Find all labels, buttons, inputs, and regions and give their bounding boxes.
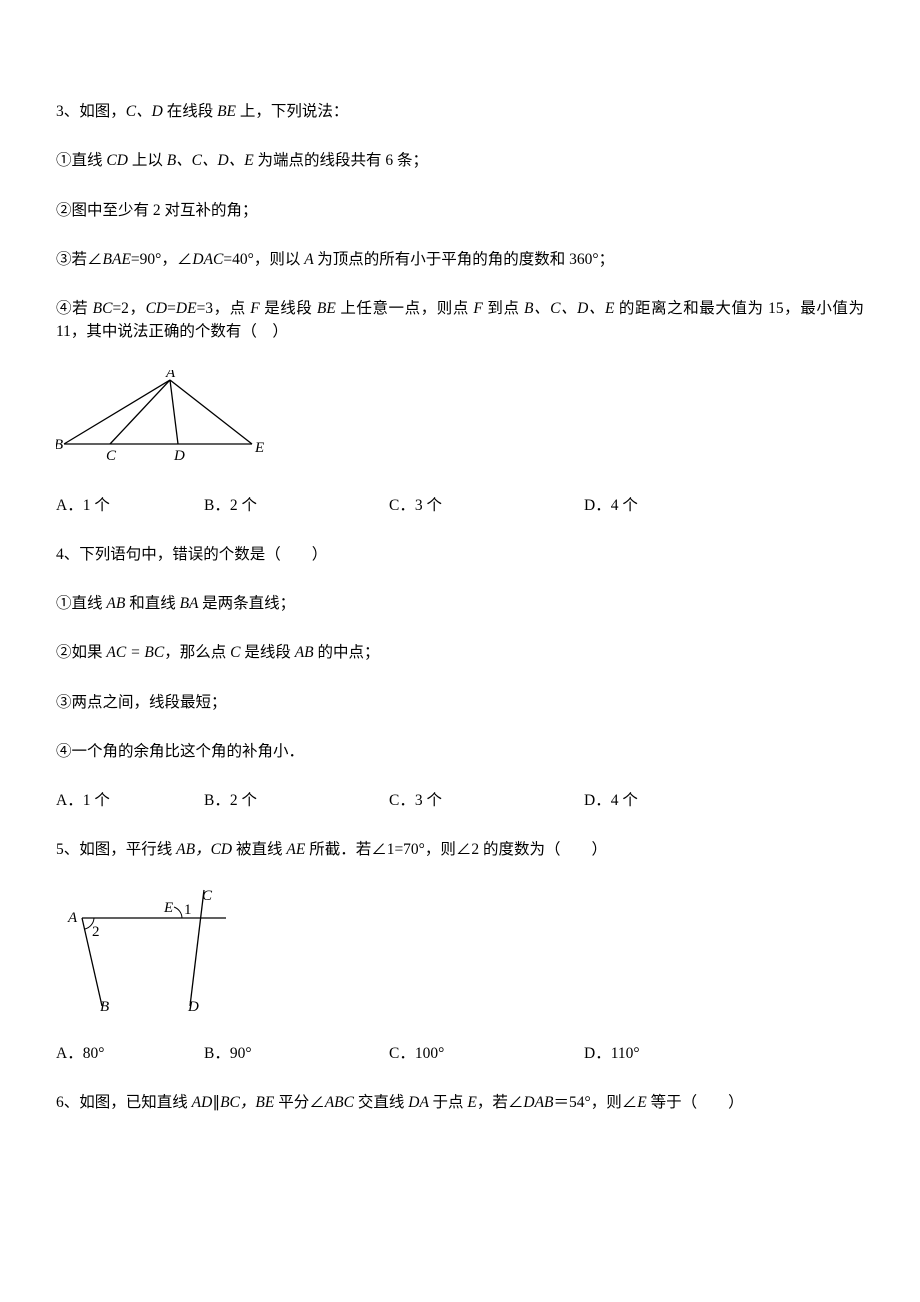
svg-text:A: A (165, 370, 176, 381)
svg-text:B: B (100, 999, 109, 1015)
q3-optB[interactable]: B．2 个 (204, 494, 389, 517)
q5-optD[interactable]: D．110° (584, 1042, 640, 1065)
q3-svg: A B C D E (56, 370, 266, 470)
q3-optA[interactable]: A．1 个 (56, 494, 204, 517)
q3-s1: ①直线 CD 上以 B、C、D、E 为端点的线段共有 6 条； (56, 149, 864, 172)
q4-s1: ①直线 AB 和直线 BA 是两条直线； (56, 592, 864, 615)
q3-options: A．1 个 B．2 个 C．3 个 D．4 个 (56, 494, 864, 517)
q5-optA[interactable]: A．80° (56, 1042, 204, 1065)
q4-s4: ④一个角的余角比这个角的补角小． (56, 740, 864, 763)
q3-t2: 在线段 (167, 103, 217, 120)
q5-optB[interactable]: B．90° (204, 1042, 389, 1065)
q3-optC[interactable]: C．3 个 (389, 494, 584, 517)
q3-s4: ④若 BC=2，CD=DE=3，点 F 是线段 BE 上任意一点，则点 F 到点… (56, 297, 864, 344)
svg-text:E: E (254, 440, 264, 456)
q3-optD[interactable]: D．4 个 (584, 494, 638, 517)
q4-optC[interactable]: C．3 个 (389, 789, 584, 812)
q4-s3: ③两点之间，线段最短； (56, 691, 864, 714)
q3-s2: ②图中至少有 2 对互补的角； (56, 199, 864, 222)
svg-text:B: B (56, 437, 63, 453)
svg-text:A: A (67, 910, 78, 926)
svg-text:1: 1 (184, 902, 192, 918)
q4-options: A．1 个 B．2 个 C．3 个 D．4 个 (56, 789, 864, 812)
q4-optB[interactable]: B．2 个 (204, 789, 389, 812)
svg-text:C: C (106, 448, 117, 464)
svg-text:E: E (163, 900, 173, 916)
q4-optD[interactable]: D．4 个 (584, 789, 638, 812)
q3-text: 3、如图， (56, 103, 126, 120)
q6-stem: 6、如图，已知直线 AD∥BC，BE 平分∠ABC 交直线 DA 于点 E，若∠… (56, 1091, 864, 1114)
q5-optC[interactable]: C．100° (389, 1042, 584, 1065)
q5-stem: 5、如图，平行线 AB，CD 被直线 AE 所截．若∠1=70°，则∠2 的度数… (56, 838, 864, 861)
q3-stem: 3、如图，C、D 在线段 BE 上，下列说法： (56, 100, 864, 123)
svg-text:2: 2 (92, 924, 100, 940)
q4-s2: ②如果 AC = BC，那么点 C 是线段 AB 的中点； (56, 641, 864, 664)
q3-t3: 上，下列说法： (240, 103, 349, 120)
q3-figure: A B C D E (56, 370, 864, 470)
svg-text:D: D (187, 999, 199, 1015)
q4-optA[interactable]: A．1 个 (56, 789, 204, 812)
q5-options: A．80° B．90° C．100° D．110° (56, 1042, 864, 1065)
svg-text:C: C (202, 888, 213, 904)
q3-s3: ③若∠BAE=90°，∠DAC=40°，则以 A 为顶点的所有小于平角的角的度数… (56, 248, 864, 271)
q3-be: BE (217, 103, 240, 120)
svg-text:D: D (173, 448, 185, 464)
q3-cd: C、D (126, 103, 167, 120)
q5-figure: A E B D C1 2 (56, 888, 864, 1018)
q5-svg: A E B D C1 2 (56, 888, 236, 1018)
q4-stem: 4、下列语句中，错误的个数是（ ） (56, 543, 864, 566)
